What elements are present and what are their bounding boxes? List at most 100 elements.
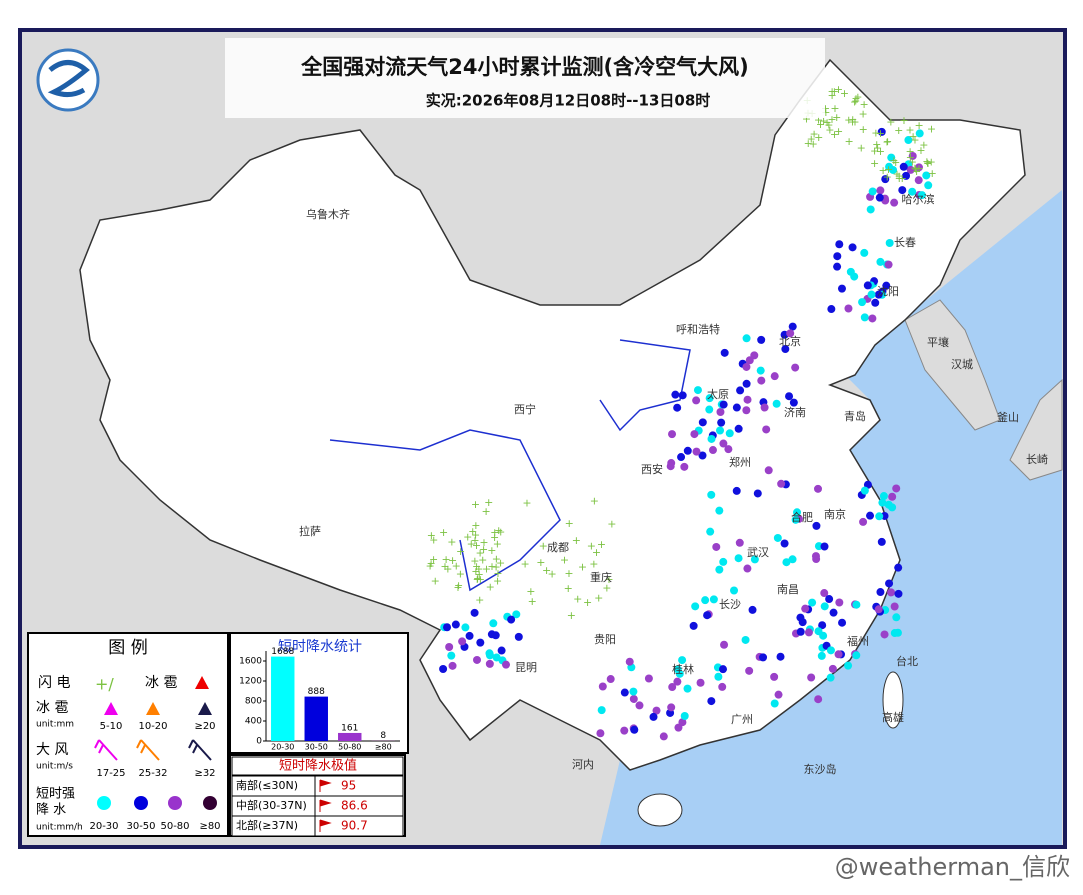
city-label: 合肥 [791, 510, 813, 524]
lightning: + [472, 539, 481, 552]
rain-dot [649, 712, 658, 721]
rain-dot [730, 586, 739, 595]
lightning: + [848, 115, 857, 128]
rain-dot [690, 430, 699, 439]
lightning: + [479, 536, 488, 549]
rain-dot [707, 434, 716, 443]
rain-dot [878, 498, 887, 507]
rain-dot [892, 613, 901, 622]
rain-dot [629, 694, 638, 703]
rain-dot [719, 439, 728, 448]
rain-dot [788, 555, 797, 564]
rain-dot [789, 398, 798, 407]
rain-dot [750, 555, 759, 564]
table-cell: 北部(≥37N) [236, 818, 298, 832]
flag-icon [319, 779, 332, 792]
lightning: + [565, 517, 574, 530]
rain-dot [735, 538, 744, 547]
rain-dot [674, 723, 683, 732]
lightning: + [578, 560, 587, 573]
lightning: + [872, 138, 881, 151]
rain-dot [889, 165, 898, 174]
rain-dot [673, 677, 682, 686]
table-header-bg [231, 756, 404, 776]
lightning: + [819, 115, 828, 128]
rain-symbol [97, 796, 111, 810]
rain-dot [596, 729, 605, 738]
lightning: + [827, 89, 836, 102]
rain-dot [465, 631, 474, 640]
value-label: 1688 [271, 647, 294, 657]
legend-class: 5-10 [100, 721, 123, 732]
rain-dot [879, 492, 888, 501]
city-label: 长沙 [719, 598, 741, 611]
japan [1009, 378, 1063, 481]
lightning: + [602, 581, 611, 594]
city-label: 平壤 [927, 335, 949, 349]
rain-dot [852, 651, 861, 660]
rain-dot [788, 322, 797, 331]
rain-dot [880, 630, 889, 639]
rain-dot [859, 517, 868, 526]
lightning: + [830, 85, 839, 98]
rain-dot [443, 623, 452, 632]
rain-dot [835, 598, 844, 607]
table-row [231, 815, 404, 837]
lightning: + [908, 156, 917, 169]
rain-dot [796, 613, 805, 622]
rain-dot [461, 623, 470, 632]
rain-dot [750, 351, 759, 360]
lightning: + [895, 172, 904, 185]
rain-dot [485, 659, 494, 668]
rain-dot [659, 732, 668, 741]
rain-dot [875, 512, 884, 521]
legend-class: ≥20 [194, 721, 215, 732]
rain-dot [819, 631, 828, 640]
rain-dot [899, 162, 908, 171]
lightning: + [427, 529, 436, 542]
table-cell: 南部(≤30N) [236, 778, 298, 792]
legend-unit: unit:m/s [36, 762, 73, 772]
rain-dot [673, 403, 682, 412]
rain-dot [922, 171, 931, 180]
city-label: 台北 [896, 654, 918, 668]
legend-label: 短时强 [36, 787, 75, 802]
rain-dot [502, 660, 511, 669]
lightning: + [594, 591, 603, 604]
rain-dot [894, 589, 903, 598]
table-cell: 中部(30-37N) [236, 798, 307, 812]
city-label: 福州 [847, 634, 869, 648]
city-label: 汉城 [951, 358, 973, 371]
value-label: 161 [341, 723, 358, 733]
rain-dot [683, 446, 692, 455]
rain-dot [812, 521, 821, 530]
subtitle: 实况:2026年08月12日08时--13日08时 [426, 92, 711, 110]
lightning: + [447, 535, 456, 548]
rain-dot [820, 542, 829, 551]
rain-dot [772, 399, 781, 408]
rain-dot [874, 290, 883, 299]
lightning: + [426, 557, 435, 570]
rain-dot [876, 186, 885, 195]
lightning: + [840, 87, 849, 100]
rain-dot [786, 329, 795, 338]
lightning: + [463, 531, 472, 544]
legend-title: 图 例 [108, 638, 147, 658]
rain-dot [773, 533, 782, 542]
lightning: + [914, 162, 923, 175]
lightning: + [492, 553, 501, 566]
hail-symbol [104, 702, 118, 715]
lightning: + [870, 144, 879, 157]
lightning: + [827, 113, 836, 126]
lightning: + [590, 495, 599, 508]
rain-dot [820, 589, 829, 598]
rain-dot [875, 193, 884, 202]
city-label: 武汉 [747, 546, 769, 559]
flag-icon [319, 799, 332, 812]
city-label: 哈尔滨 [902, 192, 935, 206]
lightning: + [802, 113, 811, 126]
lightning: + [909, 130, 918, 143]
rain-dot [497, 646, 506, 655]
